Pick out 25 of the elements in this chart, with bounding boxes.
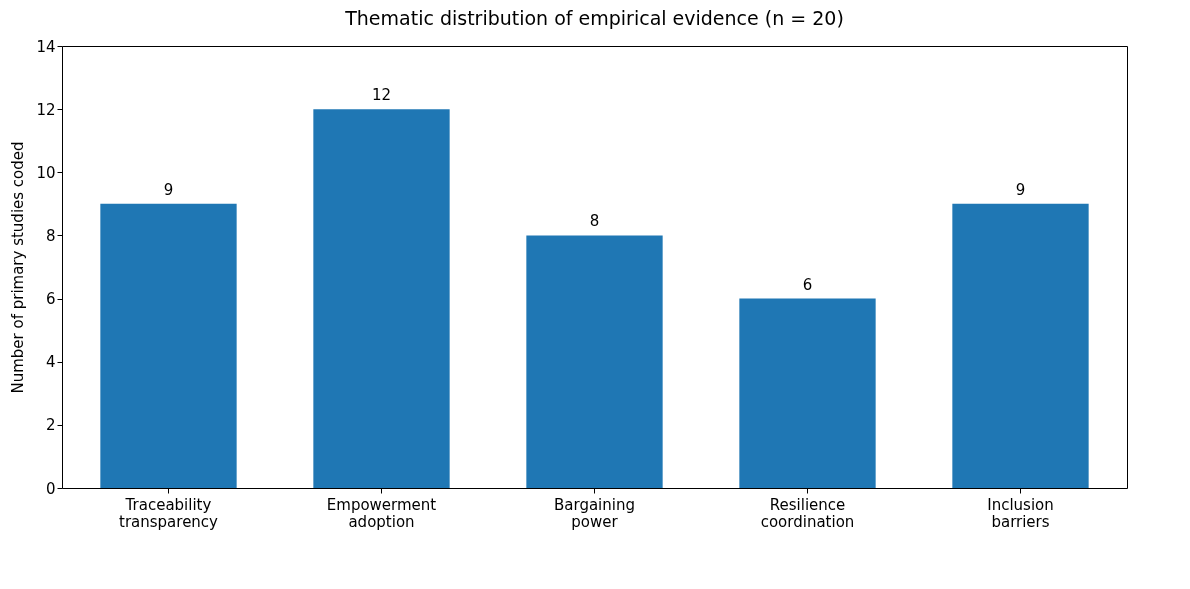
y-tick-label: 8 <box>45 226 56 245</box>
y-tick-label: 0 <box>45 479 56 498</box>
data-label: 9 <box>163 180 174 199</box>
x-tick-label: Bargaining power <box>554 495 635 531</box>
data-label: 12 <box>371 86 392 105</box>
bar <box>100 203 237 488</box>
y-tick-label: 14 <box>36 37 56 56</box>
bar <box>313 109 450 488</box>
x-tick-label: Empowerment adoption <box>326 495 437 531</box>
data-label: 8 <box>589 212 600 231</box>
x-tick-label: Resilience coordination <box>760 495 855 531</box>
y-tick-label: 4 <box>45 353 56 372</box>
bar <box>739 298 876 488</box>
data-label: 6 <box>802 275 813 294</box>
y-tick-label: 6 <box>45 290 56 309</box>
data-label: 9 <box>1015 180 1026 199</box>
x-tick-label: Traceability transparency <box>119 495 219 531</box>
y-axis-title: Number of primary studies coded <box>9 141 28 394</box>
y-tick-label: 10 <box>36 163 56 182</box>
y-tick-label: 2 <box>45 416 56 435</box>
bar <box>526 235 663 488</box>
x-tick-label: Inclusion barriers <box>987 495 1054 531</box>
y-tick-label: 12 <box>36 100 56 119</box>
chart-title: Thematic distribution of empirical evidence (n = 20) <box>344 7 844 29</box>
bar <box>952 203 1089 488</box>
